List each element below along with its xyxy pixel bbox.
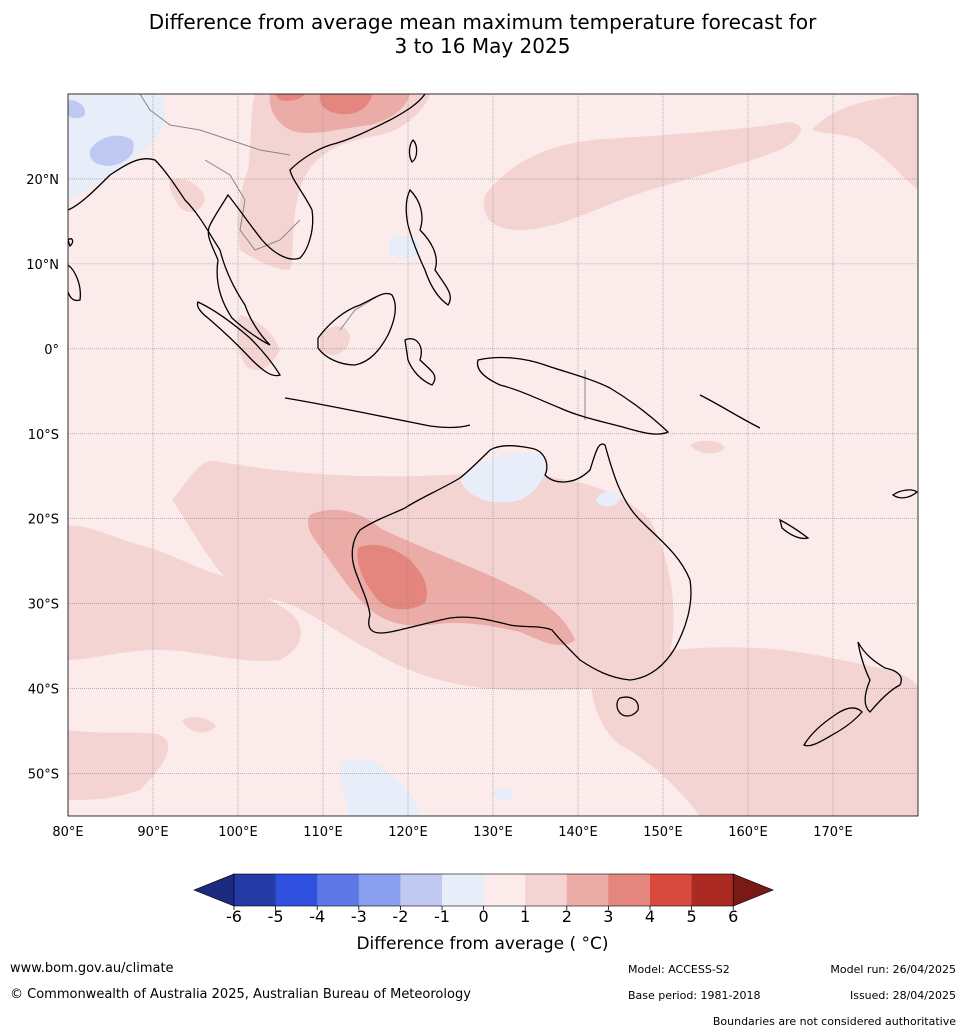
colorbar-tick-label: -2	[392, 907, 408, 926]
colorbar: -6 -5 -4 -3 -2 -1 0 1 2 3 4 5 6	[193, 873, 775, 926]
longitude-tick-label: 100°E	[218, 825, 258, 840]
latitude-tick-labels: 20°N 10°N 0° 10°S 20°S 30°S 40°S 50°S	[26, 173, 59, 783]
colorbar-segment	[608, 874, 651, 906]
latitude-tick-label: 20°S	[28, 513, 59, 528]
latitude-tick-label: 20°N	[26, 173, 59, 188]
longitude-tick-label: 170°E	[813, 825, 853, 840]
longitude-tick-label: 80°E	[52, 825, 83, 840]
latitude-tick-label: 50°S	[28, 768, 59, 783]
colorbar-tick-label: 1	[520, 907, 530, 926]
map-frame	[67, 93, 919, 817]
longitude-tick-labels: 80°E 90°E 100°E 110°E 120°E 130°E 140°E 150°E 16…	[52, 825, 852, 840]
colorbar-tick-label: -1	[434, 907, 450, 926]
colorbar-tick-label: 4	[645, 907, 655, 926]
map-title: Difference from average mean maximum tem…	[0, 10, 965, 58]
colorbar-tick-label: 5	[687, 907, 697, 926]
footer-base-period: Base period: 1981-2018	[628, 989, 761, 1002]
graticule	[68, 94, 918, 816]
colorbar-tick-label: -5	[268, 907, 284, 926]
colorbar-tick-label: 6	[728, 907, 738, 926]
colorbar-segment	[234, 874, 277, 906]
country-borders	[139, 94, 586, 420]
colorbar-under-arrow	[193, 873, 235, 907]
map-area	[68, 94, 918, 816]
colorbar-tick-label: 3	[603, 907, 613, 926]
colorbar-segment	[483, 874, 526, 906]
footer-model-run: Model run: 26/04/2025	[830, 963, 956, 976]
latitude-tick-label: 30°S	[28, 598, 59, 613]
colorbar-over-arrow	[732, 873, 775, 907]
colorbar-tick-label: 2	[562, 907, 572, 926]
longitude-tick-label: 130°E	[473, 825, 513, 840]
anomaly-3-4-regions	[275, 94, 427, 610]
colorbar-segment	[525, 874, 568, 906]
colorbar-tick-label: 0	[479, 907, 489, 926]
colorbar-label: Difference from average ( °C)	[356, 934, 609, 954]
footer-disclaimer: Boundaries are not considered authoritat…	[712, 1015, 956, 1028]
colorbar-segment	[358, 874, 401, 906]
footer-website: www.bom.gov.au/climate	[10, 961, 174, 976]
colorbar-segment	[442, 874, 485, 906]
footer-issued: Issued: 28/04/2025	[849, 989, 956, 1002]
footer-model: Model: ACCESS-S2	[628, 963, 730, 976]
longitude-tick-label: 160°E	[728, 825, 768, 840]
colorbar-tick-label: -6	[226, 907, 242, 926]
coastlines	[68, 94, 918, 747]
longitude-tick-label: 90°E	[137, 825, 168, 840]
colorbar-segment	[566, 874, 609, 906]
longitude-tick-label: 150°E	[643, 825, 683, 840]
longitude-tick-label: 110°E	[303, 825, 343, 840]
colorbar-segment	[400, 874, 443, 906]
colorbar-segment	[650, 874, 693, 906]
title-line-1: Difference from average mean maximum tem…	[148, 10, 817, 34]
title-line-2: 3 to 16 May 2025	[394, 34, 571, 58]
latitude-tick-label: 10°N	[26, 258, 59, 273]
footer-copyright: © Commonwealth of Australia 2025, Austra…	[10, 987, 471, 1002]
colorbar-segment	[275, 874, 318, 906]
colorbar-segment	[317, 874, 360, 906]
colorbar-segment	[691, 874, 734, 906]
latitude-tick-label: 40°S	[28, 683, 59, 698]
colorbar-tick-label: -4	[309, 907, 325, 926]
anomaly-neg2-1-regions	[68, 100, 134, 166]
latitude-tick-label: 10°S	[28, 428, 59, 443]
latitude-tick-label: 0°	[44, 343, 59, 358]
colorbar-tick-label: -3	[351, 907, 367, 926]
longitude-tick-label: 140°E	[558, 825, 598, 840]
longitude-tick-label: 120°E	[388, 825, 428, 840]
